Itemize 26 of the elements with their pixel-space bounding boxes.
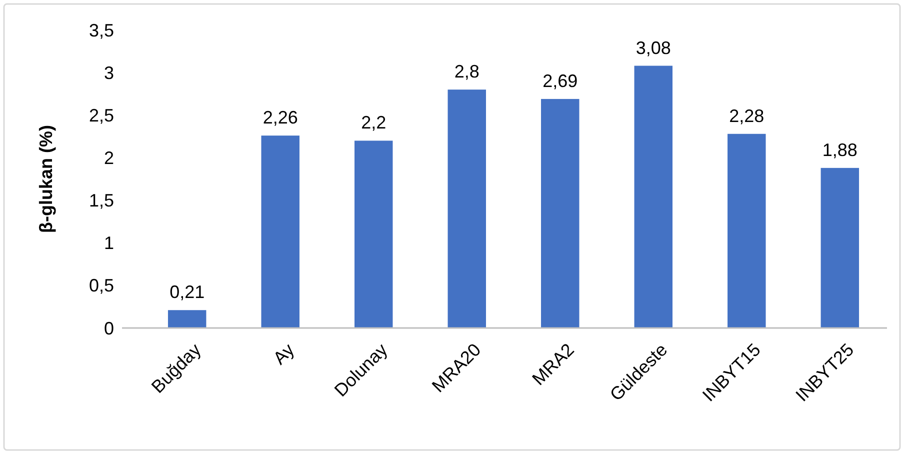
bar: [541, 98, 580, 328]
data-label: 1,88: [822, 140, 858, 160]
data-label: 3,08: [636, 38, 671, 58]
data-label: 0,21: [170, 282, 205, 302]
y-tick-label: 3: [104, 62, 114, 83]
data-label: 2,28: [729, 106, 764, 126]
y-tick-label: 2: [104, 148, 114, 168]
bar: [728, 134, 766, 328]
bar: [820, 168, 860, 328]
bar: [261, 136, 300, 328]
bar: [354, 140, 393, 328]
x-tick-label: Ay: [269, 340, 298, 368]
bar: [168, 310, 206, 328]
y-tick-label: 1: [104, 233, 114, 254]
data-label: 2,2: [361, 112, 386, 133]
y-tick-label: 3,5: [88, 20, 114, 40]
y-tick-label: 1,5: [88, 190, 114, 211]
data-label: 2,8: [454, 62, 480, 82]
y-tick-label: 2,5: [88, 105, 114, 126]
y-tick-label: 0: [104, 318, 114, 338]
data-label: 2,69: [542, 70, 578, 91]
bar: [634, 66, 673, 328]
bar: [448, 90, 486, 328]
y-tick-label: 0,5: [88, 276, 114, 296]
data-label: 2,26: [262, 108, 298, 128]
y-axis-title: β-glukan (%): [36, 125, 56, 233]
